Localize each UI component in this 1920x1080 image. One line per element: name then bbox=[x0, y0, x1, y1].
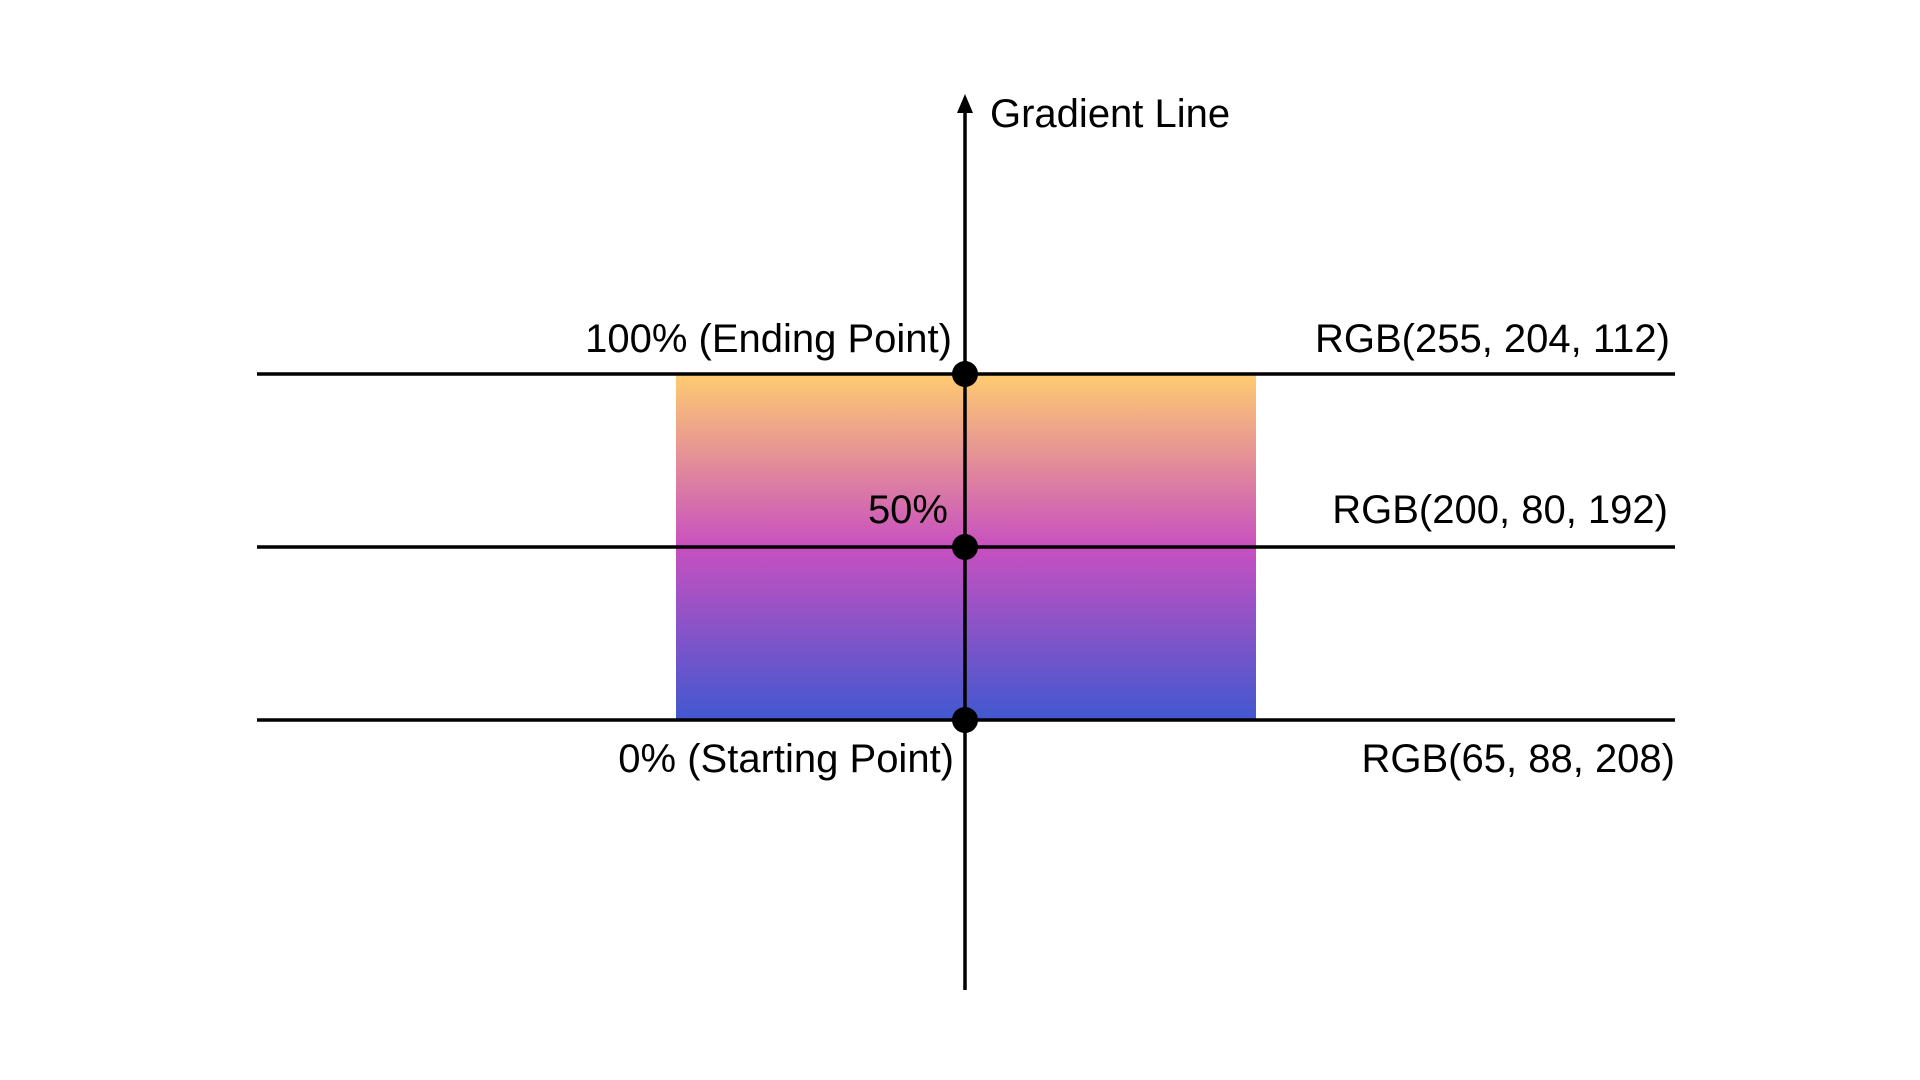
color-label-100: RGB(255, 204, 112) bbox=[1315, 317, 1670, 361]
color-label-0: RGB(65, 88, 208) bbox=[1362, 737, 1676, 781]
position-label-0: 0% (Starting Point) bbox=[618, 737, 954, 781]
stop-point-100 bbox=[952, 361, 978, 387]
position-label-100: 100% (Ending Point) bbox=[585, 317, 952, 361]
stop-point-50 bbox=[952, 534, 978, 560]
color-label-50: RGB(200, 80, 192) bbox=[1332, 488, 1668, 532]
axis-title: Gradient Line bbox=[990, 92, 1230, 136]
arrow-up-icon bbox=[957, 94, 973, 113]
position-label-50: 50% bbox=[868, 488, 948, 532]
stop-point-0 bbox=[952, 707, 978, 733]
